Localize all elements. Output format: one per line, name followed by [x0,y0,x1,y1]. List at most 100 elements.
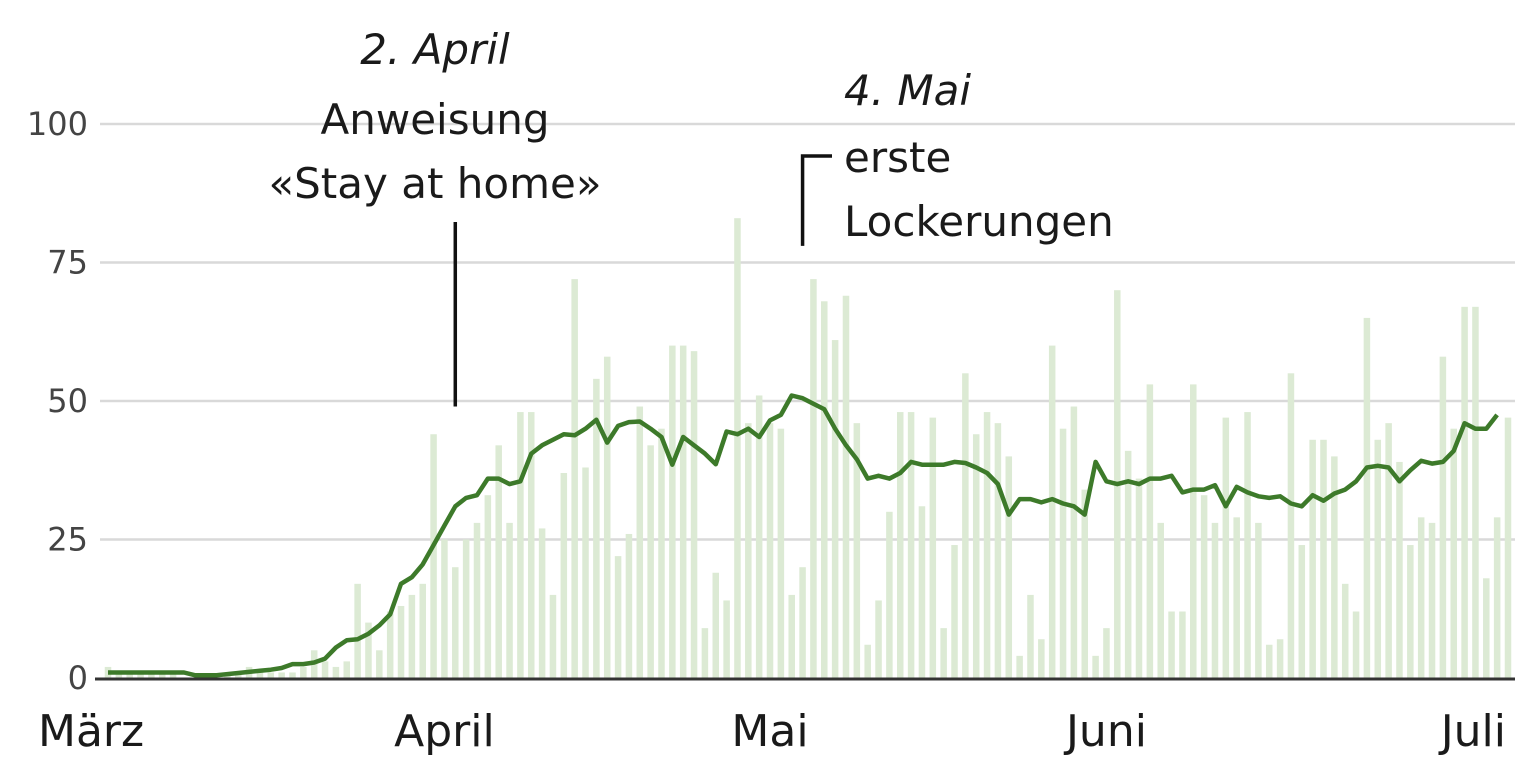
bar-87 [1048,345,1056,678]
bar-86 [1038,639,1045,678]
annotation-text-mai-0: erste [844,133,951,182]
bar-30 [430,434,437,678]
bar-83 [1005,456,1013,678]
bar-118 [1385,423,1392,678]
bar-29 [419,583,426,678]
bar-111 [1309,439,1316,678]
annotation-text-april-0: Anweisung [321,95,550,144]
bar-96 [1146,384,1154,678]
annotation-text-april-1: «Stay at home» [268,159,601,208]
bar-59 [745,423,752,678]
bar-79 [962,373,969,678]
bar-100 [1190,384,1197,678]
bar-46 [603,356,611,678]
bar-73 [896,412,904,678]
y-tick-labels: 0 25 50 75 100 [27,105,88,697]
bar-57 [723,600,730,678]
bars [104,218,1512,678]
bar-116 [1363,317,1371,678]
annotation-line-mai [800,154,832,246]
bar-128 [1493,517,1501,678]
rolling-average-line [108,393,1499,678]
bar-38 [517,412,524,678]
bar-60 [755,395,763,678]
bar-120 [1407,545,1414,678]
bar-90 [1081,489,1088,678]
annotation-date-april: 2. April [360,25,510,74]
bar-89 [1070,406,1078,678]
bar-66 [821,301,828,678]
bar-21 [332,666,340,678]
bar-54 [690,351,698,678]
bar-115 [1352,611,1360,678]
bar-63 [788,594,795,678]
bar-91 [1092,655,1099,678]
bar-99 [1179,611,1186,678]
bar-113 [1331,456,1338,678]
annotations: 2. April Anweisung «Stay at home» 4. Mai ers… [268,25,1114,407]
bar-76 [929,417,937,678]
y-tick-75: 75 [47,244,88,282]
bar-127 [1483,578,1490,678]
bar-31 [441,539,448,678]
bar-114 [1341,583,1349,678]
bar-51 [658,428,665,678]
bar-14 [256,672,264,678]
bar-123 [1439,356,1447,678]
bar-23 [354,583,361,678]
grid-lines [100,122,1515,541]
bar-20 [321,661,329,678]
bar-101 [1200,495,1208,678]
bar-4 [148,672,155,678]
bar-84 [1016,655,1023,678]
bar-39 [528,412,535,678]
bar-62 [777,428,785,678]
x-tick-Mai: Mai [731,706,808,757]
bar-108 [1276,639,1284,678]
bar-15 [267,672,275,678]
bar-43 [571,279,578,678]
bar-122 [1428,522,1436,678]
bar-97 [1157,522,1164,678]
bar-70 [864,644,871,678]
bar-25 [376,650,383,678]
bar-3 [137,672,144,678]
bar-95 [1135,478,1143,678]
y-tick-50: 50 [47,382,88,420]
bar-26 [386,611,394,678]
bar-2 [126,672,133,678]
bar-106 [1255,522,1262,678]
annotation-text-mai-1: Lockerungen [844,197,1114,246]
y-tick-0: 0 [68,659,88,697]
bar-5 [159,672,166,678]
x-tick-März: März [38,706,144,757]
annotation-date-mai: 4. Mai [844,66,971,115]
bar-32 [452,567,459,678]
bar-75 [918,506,926,678]
bar-82 [994,423,1002,678]
bar-47 [614,556,622,678]
y-tick-25: 25 [47,521,88,559]
x-tick-labels: März April Mai Juni Juli [38,706,1506,757]
bar-48 [625,533,633,678]
bar-126 [1472,306,1479,678]
bar-45 [593,378,600,678]
bar-64 [799,567,806,678]
bar-35 [484,495,492,678]
bar-71 [875,600,882,678]
bar-41 [549,594,557,678]
bar-78 [951,545,958,678]
bar-119 [1396,461,1403,678]
bar-129 [1504,417,1512,678]
bar-27 [397,605,405,678]
bar-28 [408,594,416,678]
bar-17 [289,672,296,678]
bar-52 [669,345,676,678]
x-tick-April: April [394,706,495,757]
x-tick-Juli: Juli [1438,706,1506,757]
bar-58 [734,218,741,678]
bar-105 [1244,412,1251,678]
bar-80 [972,434,980,678]
bar-37 [506,522,513,678]
bar-110 [1298,545,1306,678]
